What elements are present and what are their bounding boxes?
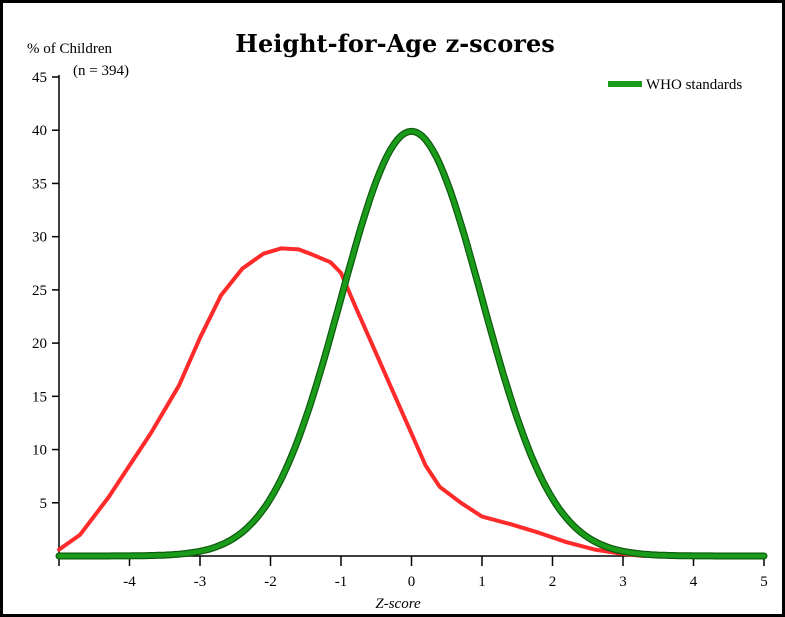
series-who-standards-outline — [55, 127, 768, 560]
x-tick-label: 5 — [760, 574, 768, 590]
chart-title: Height-for-Age z-scores — [235, 29, 554, 58]
y-tick-label: 35 — [32, 176, 47, 192]
sample-size-label: (n = 394) — [73, 63, 129, 79]
y-tick-label: 40 — [32, 123, 47, 139]
legend: WHO standards — [608, 77, 742, 93]
x-tick-label: 1 — [478, 574, 486, 590]
x-tick-label: -3 — [194, 574, 207, 590]
series-sample-line — [57, 246, 647, 558]
x-tick-label: -2 — [264, 574, 277, 590]
series-who-standards-line — [56, 129, 767, 559]
x-tick-label: 2 — [549, 574, 557, 590]
x-axis-label: Z-score — [375, 596, 421, 612]
plot-area — [55, 127, 768, 560]
y-tick-label: 25 — [32, 283, 47, 299]
y-tick-label: 45 — [32, 70, 47, 86]
y-tick-label: 5 — [40, 496, 48, 512]
legend-label-who: WHO standards — [646, 77, 742, 93]
x-tick-label: 4 — [690, 574, 698, 590]
y-tick-label: 10 — [32, 443, 47, 459]
x-tick-label: 0 — [408, 574, 416, 590]
y-tick-label: 15 — [32, 389, 47, 405]
x-tick-label: 3 — [619, 574, 627, 590]
y-tick-label: 30 — [32, 230, 47, 246]
y-axis-label: % of Children — [27, 41, 112, 57]
y-tick-label: 20 — [32, 336, 47, 352]
x-tick-label: -4 — [123, 574, 136, 590]
x-tick-label: -1 — [335, 574, 348, 590]
